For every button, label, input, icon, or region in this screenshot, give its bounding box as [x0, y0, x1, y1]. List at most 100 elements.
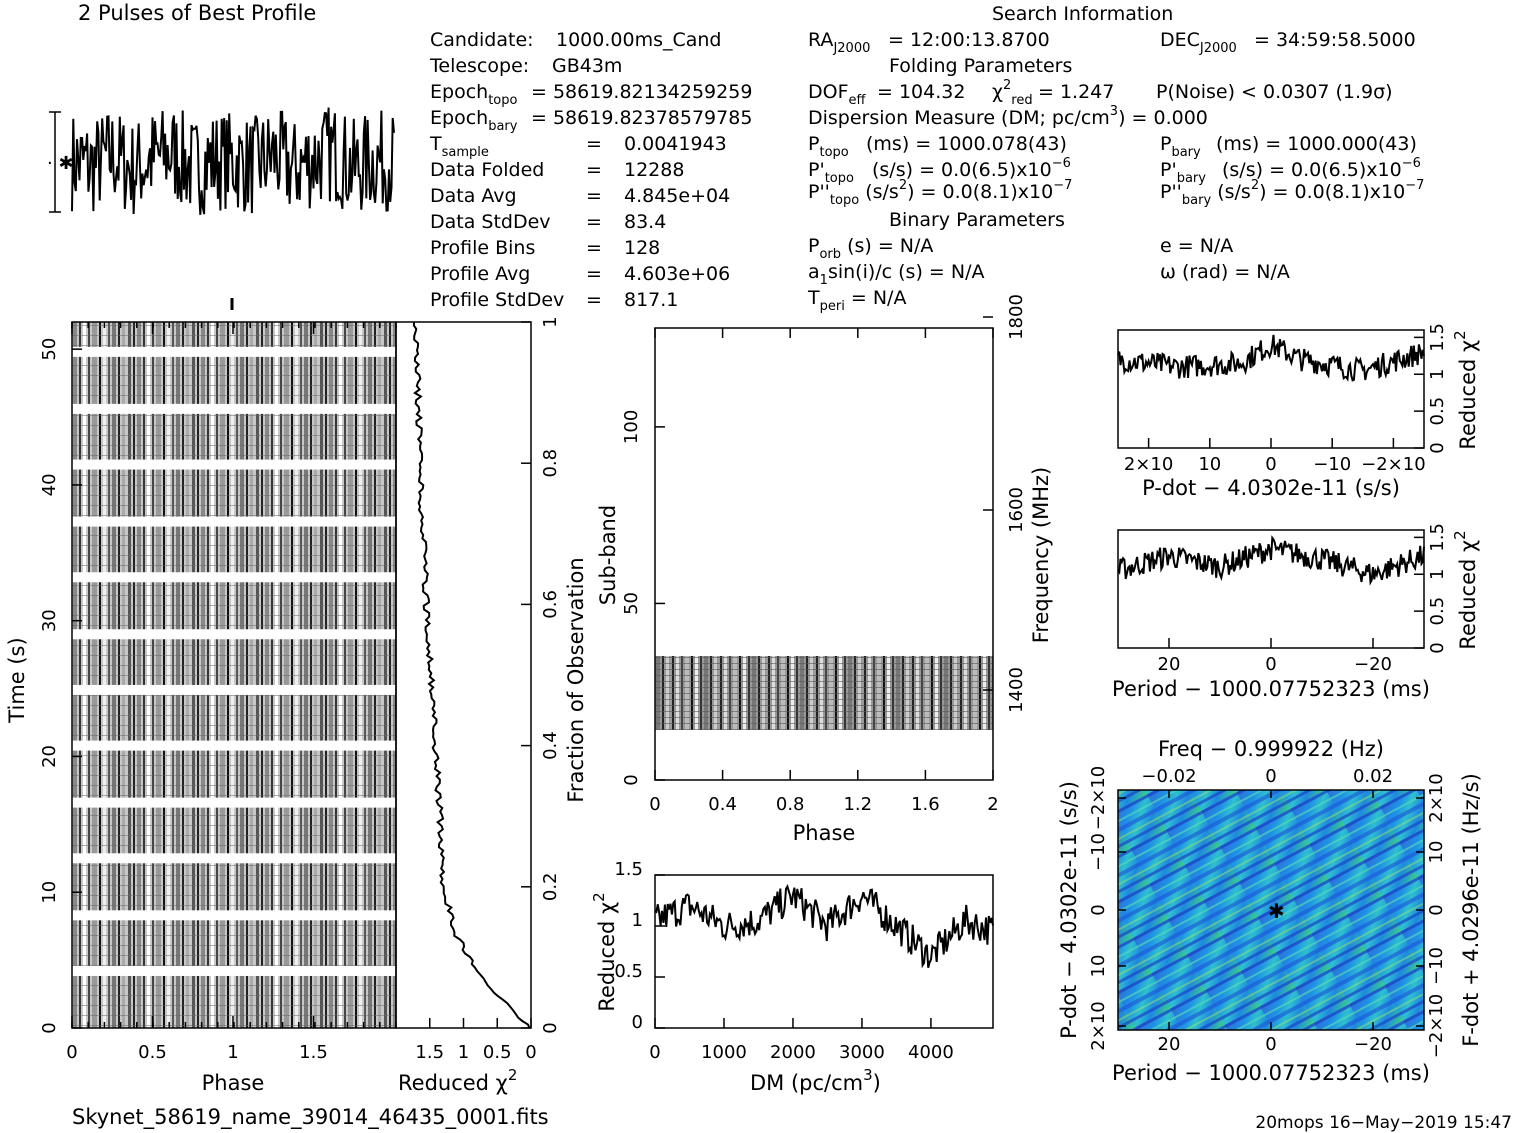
subband-ytick-label: 100 [621, 410, 642, 444]
pdot-ytick-label: 1 [1427, 369, 1448, 380]
pdot-ytick-label: 1.5 [1427, 323, 1448, 352]
period-ytick-label: 1 [1427, 569, 1448, 580]
redchi-time-xtick-label: 0.5 [483, 1042, 512, 1063]
period-ylabel: Reduced χ2 [1451, 530, 1480, 649]
redchi-time-xtick-label: 1.5 [415, 1042, 444, 1063]
tperi-label: Tperi = N/A [807, 287, 906, 314]
subband-ytick-label: 0 [621, 774, 642, 785]
pdot-xtick-label: −2×10 [1361, 454, 1426, 475]
porb-label: Porb (s) = N/A [808, 235, 933, 262]
waterfall-ytick-label: 20 [39, 745, 60, 768]
ppdot-panel: ✱ 20 0 −20 −0.02 0 0.02 2×10 −2×10 10 −10 0 0 −10 10 −… [1057, 737, 1483, 1085]
epoch-topo-label: Epochtopo [430, 81, 517, 108]
period-ticks: 20 0 −20 0 0.5 1 1.5 [1158, 523, 1448, 675]
info-row-value: 4.845e+04 [624, 185, 730, 207]
pdot-xtick-label: 0 [1265, 454, 1276, 475]
period-xlabel: Period − 1000.07752323 (ms) [1112, 677, 1430, 701]
subband-xtick-label: 0 [649, 794, 660, 815]
waterfall-gap [72, 572, 396, 583]
ppdot-toptick-label: 0 [1265, 766, 1276, 787]
dm-line: Dispersion Measure (DM; pc/cm3) = 0.000 [808, 104, 1208, 129]
info-row-eq: = [586, 159, 602, 181]
info-row-value: 128 [624, 237, 660, 259]
waterfall-xtick-label: 1.5 [299, 1042, 328, 1063]
waterfall-xtick-label: 1 [227, 1042, 238, 1063]
dm-ytick-label: 0.5 [614, 961, 643, 982]
info-row-eq: = [586, 211, 602, 233]
dm-ylabel: Reduced χ2 [590, 892, 619, 1011]
subband-xtick-label: 2 [987, 794, 998, 815]
redchi-time-ytick-label: 0.6 [540, 590, 561, 619]
waterfall-xtick-label: 0 [66, 1042, 77, 1063]
period-xtick-label: 20 [1158, 654, 1181, 675]
dm-xtick-label: 0 [649, 1042, 660, 1063]
dm-ticks: 0 1000 2000 3000 4000 0 0.5 1 1.5 [614, 859, 953, 1063]
pdot-xlabel: P-dot − 4.0302e-11 (s/s) [1142, 476, 1400, 500]
ppdot-y2label: F-dot + 4.0296e-11 (Hz/s) [1459, 773, 1483, 1047]
info-row-label: Data StdDev [430, 211, 551, 233]
ppdot-ytick-label: −10 [1088, 833, 1109, 871]
info-row-value: 4.603e+06 [624, 263, 730, 285]
info-row-value: 83.4 [624, 211, 666, 233]
redchi-time-ytick-label: 0.4 [540, 731, 561, 760]
waterfall-ytick-label: 0 [39, 1022, 60, 1033]
subband-xtick-label: 0.8 [776, 794, 805, 815]
redchi-time-xlabel: Reduced χ2 [398, 1066, 517, 1095]
waterfall-ytick-label: 10 [39, 881, 60, 904]
pd-topo-value: (s/s) = 0.0(6.5)x10−6 [872, 156, 1071, 181]
p-topo-value: (ms) = 1000.078(43) [866, 133, 1067, 155]
info-rows: Tsample = 0.0041943 Data Folded = 12288 Data A… [429, 133, 730, 311]
waterfall-gap [72, 910, 396, 921]
p-bary-value: (ms) = 1000.000(43) [1216, 133, 1417, 155]
info-row-label: Data Avg [430, 185, 517, 207]
subband-xtick-label: 1.6 [911, 794, 940, 815]
epoch-bary-label: Epochbary [430, 107, 518, 134]
waterfall-gap [72, 459, 396, 470]
redchi-time-ylabel: Fraction of Observation [564, 557, 588, 802]
dm-xtick-label: 3000 [839, 1042, 885, 1063]
waterfall-xtick-label: 0.5 [138, 1042, 167, 1063]
dof-value: = 104.32 [877, 81, 965, 103]
redchi-time-ytick-label: 0 [540, 1022, 561, 1033]
redchi-time-ytick-label: 1 [540, 316, 561, 327]
ppdot-xlabel: Period − 1000.07752323 (ms) [1112, 1061, 1430, 1085]
pdot-series [1117, 334, 1425, 382]
period-xtick-label: −20 [1354, 654, 1392, 675]
epoch-bary-value: = 58619.82378579785 [531, 107, 752, 129]
info-row-eq: = [586, 289, 602, 311]
waterfall-image [72, 322, 396, 1028]
info-row-value: 817.1 [624, 289, 678, 311]
profile-title: 2 Pulses of Best Profile [78, 1, 316, 25]
waterfall-gap [72, 516, 396, 527]
redchi-time-series [412, 321, 531, 1029]
footer-filename: Skynet_58619_name_39014_46435_0001.fits [72, 1105, 549, 1130]
waterfall-ticks: 0 10 20 30 40 50 0 0.5 1 1.5 [39, 322, 397, 1063]
search-info-header: Search Information [992, 3, 1173, 25]
subband-data [655, 656, 993, 730]
a1sini-label: a1sin(i)/c (s) = N/A [808, 261, 984, 288]
subband-xtick-label: 0.4 [708, 794, 737, 815]
dm-ytick-label: 1 [632, 910, 643, 931]
ppdot-xtick-label: 20 [1158, 1034, 1181, 1055]
period-ytick-label: 0.5 [1427, 597, 1448, 626]
dm-ytick-label: 1.5 [614, 859, 643, 880]
omega-value: ω (rad) = N/A [1160, 261, 1290, 283]
ppdot-toptick-label: −0.02 [1141, 766, 1196, 787]
info-row-value: 0.0041943 [624, 133, 727, 155]
redchi-time-panel: 1.5 1 0.5 00 0.2 0.4 0.6 0.8 1 Reduced χ2 Fracti… [395, 316, 588, 1095]
ppdot-ticks: 20 0 −20 −0.02 0 0.02 2×10 −2×10 10 −10 0 0 −10 10 −2×… [1088, 766, 1447, 1059]
subband-panel: 0 0.4 0.8 1.2 1.6 2 0 50 100 1400 1600 1800 Sub-ban… [596, 294, 1053, 845]
period-ytick-label: 0 [1427, 642, 1448, 653]
waterfall-gap [72, 740, 396, 751]
redchi-time-xtick-label: 1 [458, 1042, 469, 1063]
pdot-xtick-label: 2×10 [1124, 454, 1173, 475]
ppdot-ytick-label: 10 [1088, 955, 1109, 978]
ppdot-y2tick-label: 10 [1426, 841, 1447, 864]
waterfall-gap [72, 965, 396, 976]
redchi-time-ticks: 1.5 1 0.5 00 0.2 0.4 0.6 0.8 1 [415, 316, 561, 1063]
info-row-label: Profile Avg [430, 263, 530, 285]
waterfall-gap [72, 684, 396, 695]
dof-label: DOFeff [808, 81, 867, 108]
period-panel: 20 0 −20 0 0.5 1 1.5 Period − 1000.07752323 (m… [1112, 523, 1480, 701]
